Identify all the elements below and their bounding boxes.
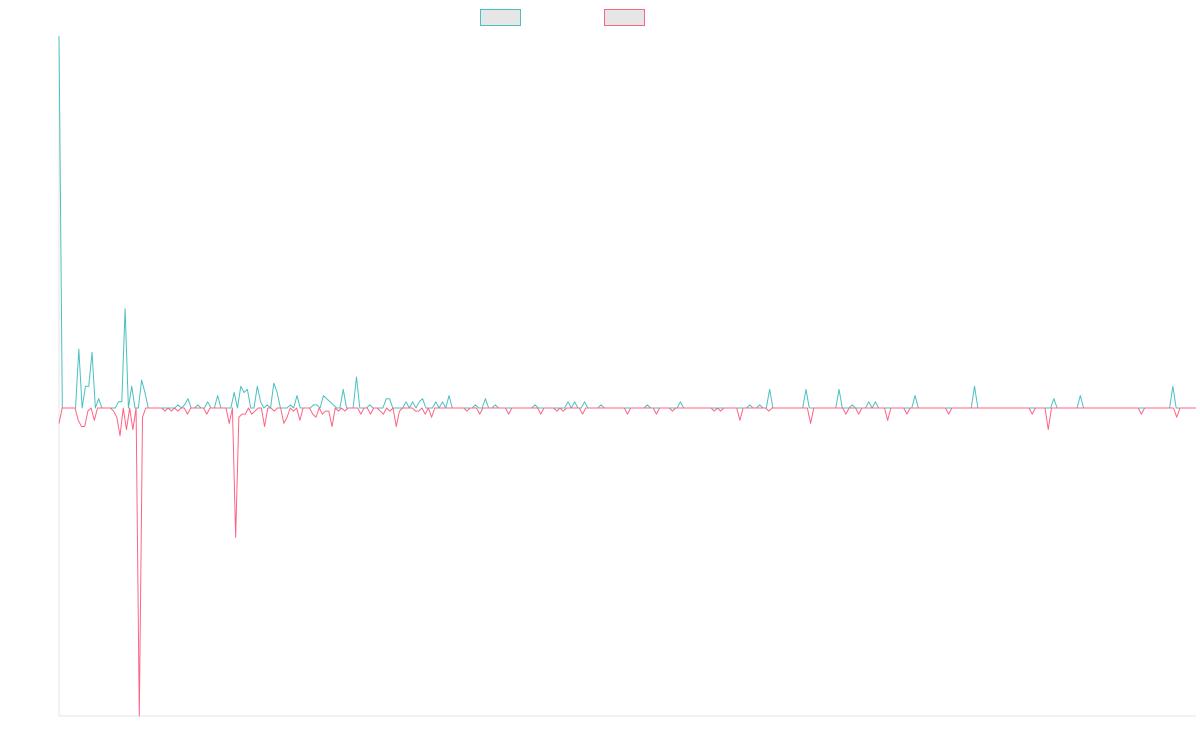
series-group (58, 35, 1196, 717)
series-line-1 (58, 35, 1196, 409)
series-line-2 (58, 407, 1196, 717)
legend[interactable] (480, 9, 645, 26)
legend-item-2[interactable] (604, 9, 645, 26)
legend-item-1[interactable] (480, 9, 521, 26)
legend-swatch-2[interactable] (604, 9, 645, 26)
axes (58, 36, 1196, 717)
legend-swatch-1[interactable] (480, 9, 521, 26)
